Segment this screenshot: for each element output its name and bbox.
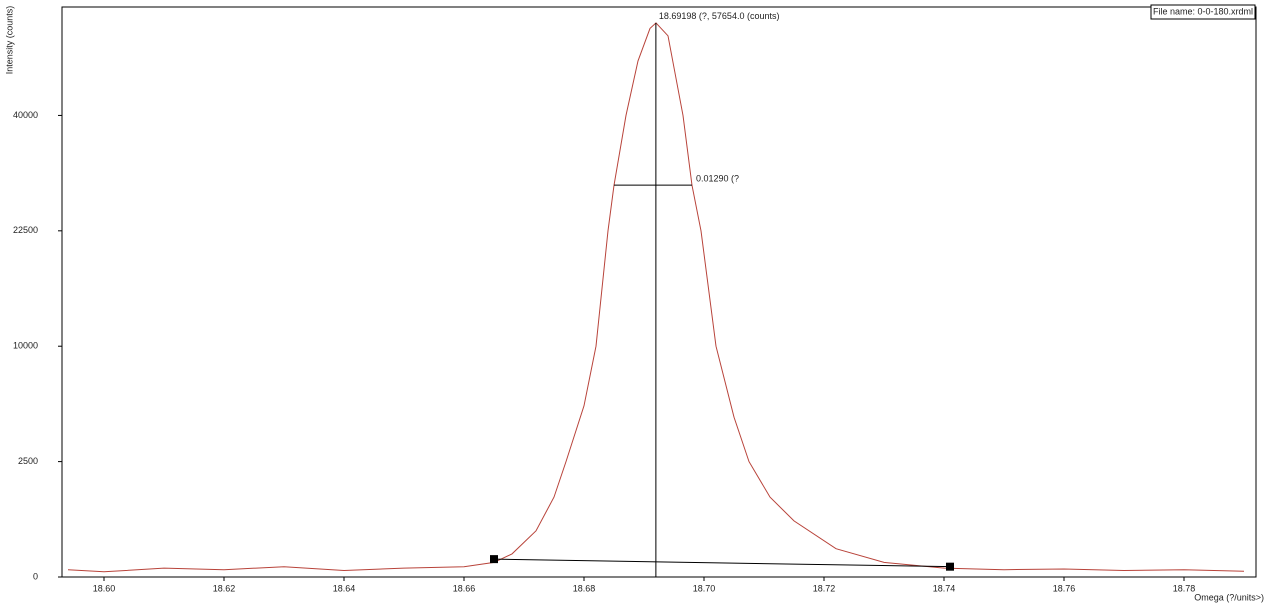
background-marker (490, 555, 498, 564)
fwhm-label: 0.01290 (? (696, 174, 739, 184)
x-tick-label: 18.60 (93, 583, 116, 593)
x-tick-label: 18.66 (453, 583, 476, 593)
intensity-curve (67, 22, 1245, 573)
x-tick-label: 18.74 (933, 583, 956, 593)
y-tick-label: 22500 (13, 225, 38, 235)
background-line (493, 558, 951, 568)
x-tick-label: 18.68 (573, 583, 596, 593)
file-box (1150, 4, 1256, 20)
x-tick-label: 18.78 (1173, 583, 1196, 593)
x-tick-label: 18.76 (1053, 583, 1076, 593)
x-tick-label: 18.64 (333, 583, 356, 593)
x-tick-label: 18.70 (693, 583, 716, 593)
peak-label: 18.69198 (?, 57654.0 (counts) (659, 11, 780, 21)
y-tick-label: 10000 (13, 341, 38, 351)
y-tick-label: 0 (33, 571, 38, 581)
plot-frame (61, 6, 1257, 578)
y-tick-label: 40000 (13, 110, 38, 120)
file-label: File name: 0-0-180.xrdml (1153, 6, 1253, 16)
x-tick-label: 18.62 (213, 583, 236, 593)
y-tick-label: 2500 (18, 456, 38, 466)
y-axis-label: Intensity (counts) (4, 6, 14, 75)
x-tick-label: 18.72 (813, 583, 836, 593)
x-axis-label: Omega (?/units>) (1194, 592, 1264, 602)
background-marker (946, 562, 954, 571)
